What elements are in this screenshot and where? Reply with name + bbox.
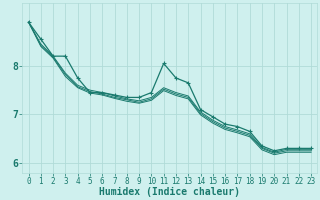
X-axis label: Humidex (Indice chaleur): Humidex (Indice chaleur) — [99, 187, 240, 197]
